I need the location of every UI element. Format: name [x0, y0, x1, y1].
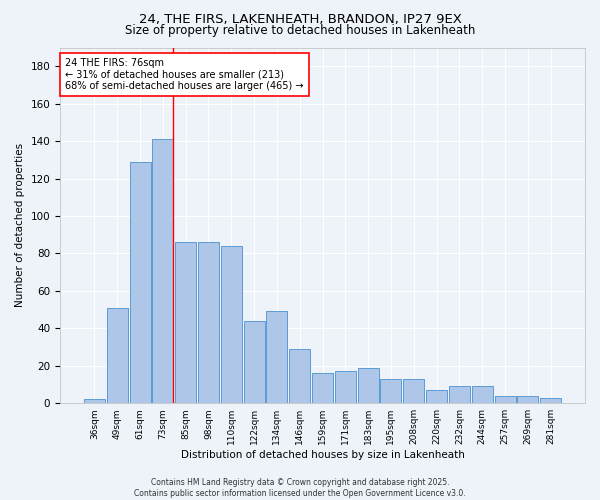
Bar — [266, 312, 287, 403]
Text: Size of property relative to detached houses in Lakenheath: Size of property relative to detached ho… — [125, 24, 475, 37]
Bar — [84, 400, 105, 403]
Bar — [426, 390, 447, 403]
Text: 24, THE FIRS, LAKENHEATH, BRANDON, IP27 9EX: 24, THE FIRS, LAKENHEATH, BRANDON, IP27 … — [139, 12, 461, 26]
Bar — [494, 396, 515, 403]
Bar — [107, 308, 128, 403]
Bar — [517, 396, 538, 403]
Bar — [152, 139, 173, 403]
Bar — [540, 398, 561, 403]
Y-axis label: Number of detached properties: Number of detached properties — [15, 144, 25, 308]
Bar — [472, 386, 493, 403]
Bar — [335, 372, 356, 403]
Bar — [198, 242, 219, 403]
Text: Contains HM Land Registry data © Crown copyright and database right 2025.
Contai: Contains HM Land Registry data © Crown c… — [134, 478, 466, 498]
Bar — [358, 368, 379, 403]
Bar — [175, 242, 196, 403]
X-axis label: Distribution of detached houses by size in Lakenheath: Distribution of detached houses by size … — [181, 450, 464, 460]
Bar — [244, 321, 265, 403]
Text: 24 THE FIRS: 76sqm
← 31% of detached houses are smaller (213)
68% of semi-detach: 24 THE FIRS: 76sqm ← 31% of detached hou… — [65, 58, 304, 92]
Bar — [221, 246, 242, 403]
Bar — [403, 379, 424, 403]
Bar — [449, 386, 470, 403]
Bar — [380, 379, 401, 403]
Bar — [312, 374, 333, 403]
Bar — [289, 349, 310, 403]
Bar — [130, 162, 151, 403]
